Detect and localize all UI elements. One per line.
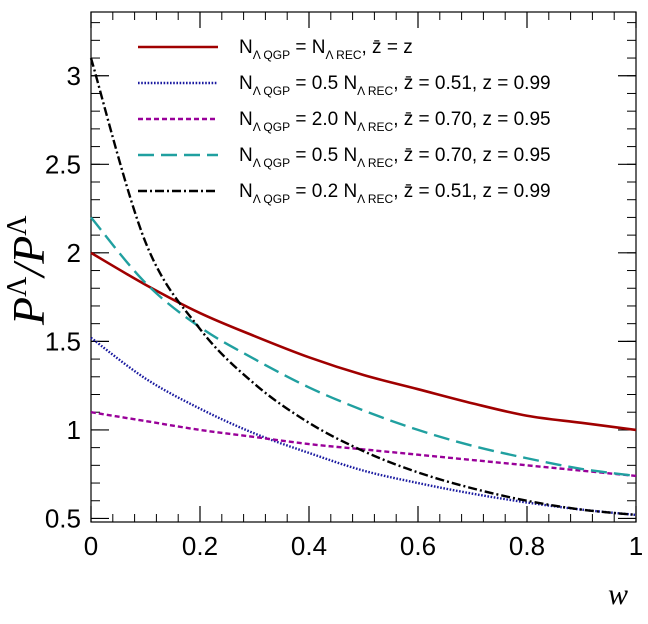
x-tick-label: 0.8 bbox=[509, 531, 545, 561]
y-tick-label: 3 bbox=[67, 61, 81, 91]
legend: NΛ QGP = NΛ REC, z̄ = z NΛ QGP = 0.5 NΛ R… bbox=[138, 37, 551, 206]
y-title-sup1: Λ bbox=[2, 276, 33, 297]
x-tick-labels: 0 0.2 0.4 0.6 0.8 1 bbox=[84, 531, 643, 561]
y-title-p2: P bbox=[3, 236, 54, 265]
y-tick-labels: 0.5 1 1.5 2 2.5 3 bbox=[45, 61, 81, 534]
x-tick-label: 0 bbox=[84, 531, 98, 561]
x-tick-label: 0.4 bbox=[291, 531, 327, 561]
series-line-3 bbox=[90, 411, 637, 478]
legend-label-1: NΛ QGP = NΛ REC, z̄ = z bbox=[239, 37, 413, 62]
x-tick-label: 1 bbox=[629, 531, 643, 561]
svg-text:PΛ/PΛ: PΛ/PΛ bbox=[2, 215, 54, 326]
legend-label-5: NΛ QGP = 0.2 NΛ REC, z̄ = 0.51, z = 0.99 bbox=[239, 181, 551, 206]
plot-frame bbox=[90, 11, 637, 523]
legend-label-4: NΛ QGP = 0.5 NΛ REC, z̄ = 0.70, z = 0.95 bbox=[239, 145, 551, 170]
y-title-p1: P bbox=[3, 297, 54, 326]
y-tick-label: 2.5 bbox=[45, 149, 81, 179]
x-tick-label: 0.6 bbox=[400, 531, 436, 561]
series-line-4 bbox=[90, 216, 637, 478]
y-axis-title: PΛ/PΛ bbox=[2, 215, 54, 326]
x-tick-label: 0.2 bbox=[182, 531, 218, 561]
y-title-slash: / bbox=[3, 260, 54, 280]
y-tick-label: 1.5 bbox=[45, 326, 81, 356]
y-tick-label: 2 bbox=[67, 238, 81, 268]
major-ticks bbox=[90, 12, 637, 522]
y-tick-label: 1 bbox=[67, 415, 81, 445]
series-line-1 bbox=[90, 251, 637, 432]
y-tick-label: 0.5 bbox=[45, 503, 81, 533]
y-title-sup2: Λ bbox=[2, 215, 33, 236]
legend-label-3: NΛ QGP = 2.0 NΛ REC, z̄ = 0.70, z = 0.95 bbox=[239, 109, 551, 134]
x-axis-title: w bbox=[608, 578, 628, 611]
legend-label-2: NΛ QGP = 0.5 NΛ REC, z̄ = 0.51, z = 0.99 bbox=[239, 73, 551, 98]
series-lines bbox=[89, 57, 637, 517]
series-line-5 bbox=[89, 57, 637, 517]
